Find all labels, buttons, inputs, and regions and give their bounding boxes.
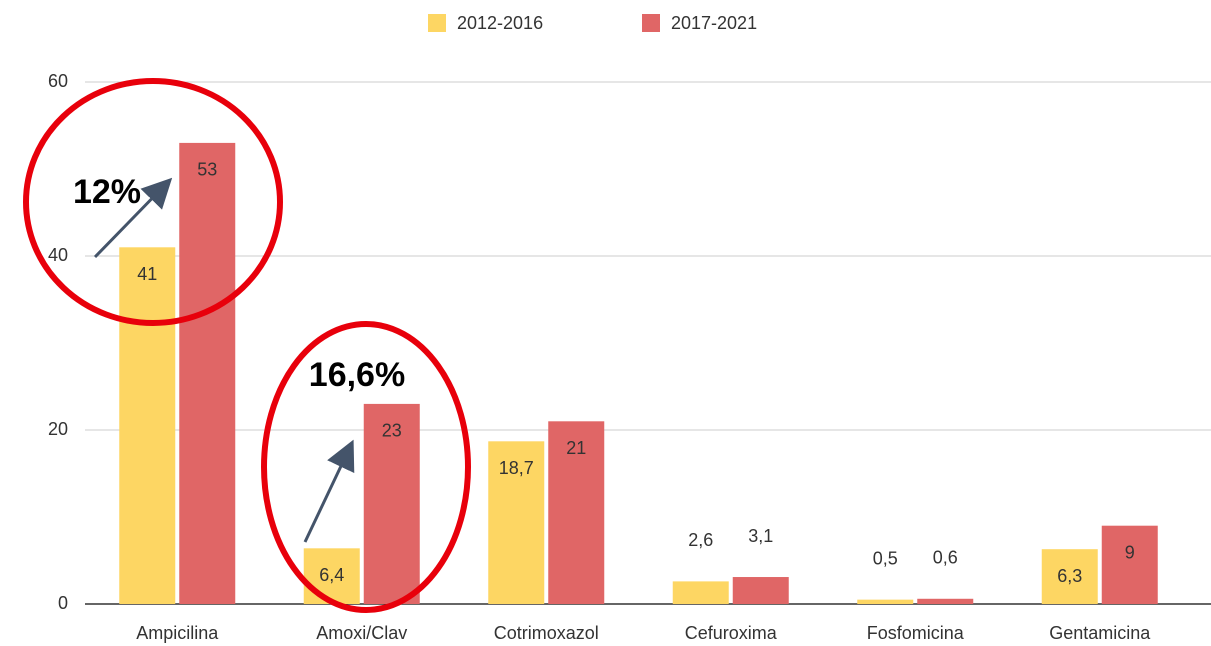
annotations: 12% 16,6% — [23, 78, 471, 613]
y-tick-label: 20 — [48, 419, 68, 439]
bar — [119, 247, 176, 605]
data-label: 0,6 — [933, 548, 958, 568]
x-tick-label: Amoxi/Clav — [316, 623, 407, 643]
bar — [1101, 525, 1158, 604]
data-label: 0,5 — [873, 548, 898, 568]
data-label: 6,4 — [319, 565, 344, 585]
bar — [488, 441, 545, 604]
y-tick-label: 40 — [48, 245, 68, 265]
legend-swatch — [642, 14, 660, 32]
x-tick-label: Cotrimoxazol — [494, 623, 599, 643]
data-label: 23 — [382, 421, 402, 441]
bar — [363, 403, 420, 604]
annotation: 16,6% — [309, 356, 405, 394]
legend-label: 2012-2016 — [457, 13, 543, 33]
bar — [303, 548, 360, 604]
bar — [732, 577, 789, 604]
data-label: 6,3 — [1057, 566, 1082, 586]
y-tick-label: 60 — [48, 71, 68, 91]
data-label: 18,7 — [499, 458, 534, 478]
bar — [857, 599, 914, 604]
data-label: 41 — [137, 264, 157, 284]
bar — [548, 421, 605, 604]
arrow — [93, 177, 173, 259]
data-label: 2,6 — [688, 530, 713, 550]
y-tick-label: 0 — [58, 593, 68, 613]
legend-label: 2017-2021 — [671, 13, 757, 33]
data-label: 53 — [197, 160, 217, 180]
highlight-ellipse — [261, 321, 471, 613]
x-tick-label: Fosfomicina — [867, 623, 965, 643]
x-tick-label: Gentamicina — [1049, 623, 1151, 643]
highlight-ellipse — [23, 78, 283, 326]
annotation: 12% — [73, 173, 141, 211]
data-label: 9 — [1125, 542, 1135, 562]
bar — [179, 142, 236, 604]
legend-swatch — [428, 14, 446, 32]
bar — [672, 581, 729, 604]
x-tick-label: Ampicilina — [136, 623, 219, 643]
x-tick-label: Cefuroxima — [685, 623, 778, 643]
data-label: 21 — [566, 438, 586, 458]
bar — [917, 598, 974, 604]
plot: 0 20 40 60 2012-2016 2017-2021 Ampicilina 41 53 A… — [48, 13, 1211, 643]
data-label: 3,1 — [748, 526, 773, 546]
arrow — [303, 439, 355, 543]
bar — [1041, 549, 1098, 604]
